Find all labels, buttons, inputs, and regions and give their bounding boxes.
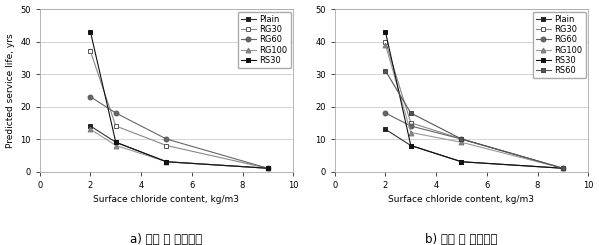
Text: b) 개질 후 순환골재: b) 개질 후 순환골재 — [425, 233, 498, 245]
RG100 — [87, 128, 94, 131]
RG60 — [163, 137, 170, 140]
Text: a) 개질 전 순환골재: a) 개질 전 순환골재 — [131, 233, 202, 245]
Plain — [163, 160, 170, 163]
RS30 — [163, 160, 170, 163]
RS30 — [458, 160, 465, 163]
RS30 — [87, 30, 94, 33]
RG30 — [559, 167, 567, 170]
Line: RG100: RG100 — [88, 127, 270, 171]
Line: Plain: Plain — [88, 123, 270, 171]
RS60 — [559, 167, 567, 170]
RG60 — [559, 167, 567, 170]
RG60 — [407, 124, 415, 127]
RG60 — [264, 167, 271, 170]
Line: RG100: RG100 — [383, 42, 565, 171]
RS30 — [559, 167, 567, 170]
RS60 — [407, 111, 415, 114]
Line: RS30: RS30 — [383, 29, 565, 171]
RS30 — [382, 30, 389, 33]
RG100 — [112, 144, 119, 147]
RG60 — [458, 137, 465, 140]
RS60 — [458, 137, 465, 140]
RS30 — [112, 141, 119, 144]
Line: RG60: RG60 — [88, 94, 270, 171]
Plain — [112, 141, 119, 144]
RG30 — [458, 137, 465, 140]
Line: Plain: Plain — [383, 127, 565, 171]
RG100 — [559, 167, 567, 170]
RS30 — [264, 167, 271, 170]
RG100 — [382, 43, 389, 46]
RS60 — [382, 69, 389, 72]
RG30 — [87, 50, 94, 53]
RG30 — [163, 144, 170, 147]
RG100 — [163, 160, 170, 163]
Plain — [382, 128, 389, 131]
Line: RS60: RS60 — [383, 68, 565, 171]
X-axis label: Surface chloride content, kg/m3: Surface chloride content, kg/m3 — [93, 195, 240, 204]
Line: RS30: RS30 — [88, 29, 270, 171]
Line: RG60: RG60 — [383, 110, 565, 171]
RG30 — [112, 124, 119, 127]
Y-axis label: Predicted service life, yrs: Predicted service life, yrs — [5, 33, 14, 147]
Plain — [87, 124, 94, 127]
RG100 — [458, 141, 465, 144]
RG60 — [87, 95, 94, 98]
Plain — [559, 167, 567, 170]
RG30 — [407, 121, 415, 124]
RG30 — [264, 167, 271, 170]
Line: RG30: RG30 — [88, 49, 270, 171]
RG60 — [112, 111, 119, 114]
Plain — [264, 167, 271, 170]
Line: RG30: RG30 — [383, 39, 565, 171]
RG30 — [382, 40, 389, 43]
X-axis label: Surface chloride content, kg/m3: Surface chloride content, kg/m3 — [389, 195, 534, 204]
Plain — [407, 144, 415, 147]
Legend: Plain, RG30, RG60, RG100, RS30: Plain, RG30, RG60, RG100, RS30 — [238, 12, 291, 68]
RS30 — [407, 144, 415, 147]
RG100 — [407, 131, 415, 134]
Plain — [458, 160, 465, 163]
RG100 — [264, 167, 271, 170]
Legend: Plain, RG30, RG60, RG100, RS30, RS60: Plain, RG30, RG60, RG100, RS30, RS60 — [533, 12, 586, 78]
RG60 — [382, 111, 389, 114]
